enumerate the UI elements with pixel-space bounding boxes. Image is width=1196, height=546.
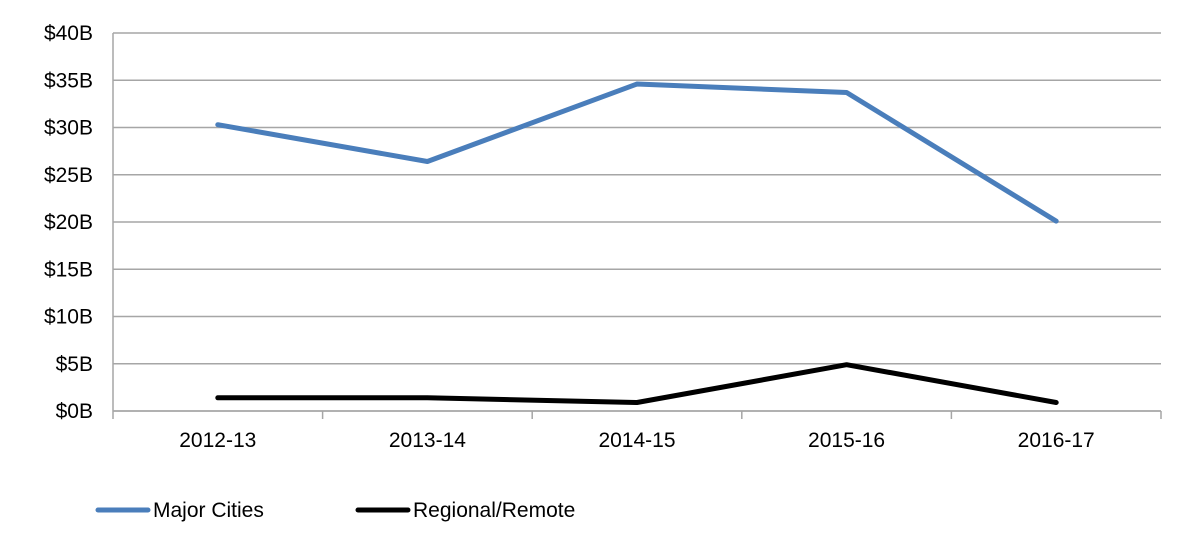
x-tick-label: 2013-14 xyxy=(389,429,466,452)
x-tick-label: 2016-17 xyxy=(1018,429,1095,452)
y-tick-label: $25B xyxy=(44,164,93,187)
x-axis-ticks: 2012-13 2013-14 2014-15 2015-16 2016-17 xyxy=(179,429,1094,452)
y-tick-label: $35B xyxy=(44,69,93,92)
y-axis-ticks: $0B $5B $10B $15B $20B $25B $30B $35B $40B xyxy=(44,22,93,423)
y-tick-label: $40B xyxy=(44,22,93,45)
gridlines xyxy=(113,32,1161,412)
x-tick-label: 2014-15 xyxy=(598,429,675,452)
series-line-1 xyxy=(215,362,1059,405)
y-tick-label: $0B xyxy=(56,400,93,423)
y-tick-label: $5B xyxy=(56,353,93,376)
x-tick-label: 2012-13 xyxy=(179,429,256,452)
legend-label: Major Cities xyxy=(153,499,264,522)
y-tick-label: $15B xyxy=(44,258,93,281)
series-lines xyxy=(215,81,1059,405)
x-tick-label: 2015-16 xyxy=(808,429,885,452)
y-tick-label: $30B xyxy=(44,117,93,140)
y-tick-label: $20B xyxy=(44,211,93,234)
legend: Major Cities Regional/Remote xyxy=(95,499,575,522)
y-tick-label: $10B xyxy=(44,306,93,329)
legend-label: Regional/Remote xyxy=(413,499,575,522)
axes xyxy=(112,33,1162,419)
series-line-0 xyxy=(215,81,1059,224)
